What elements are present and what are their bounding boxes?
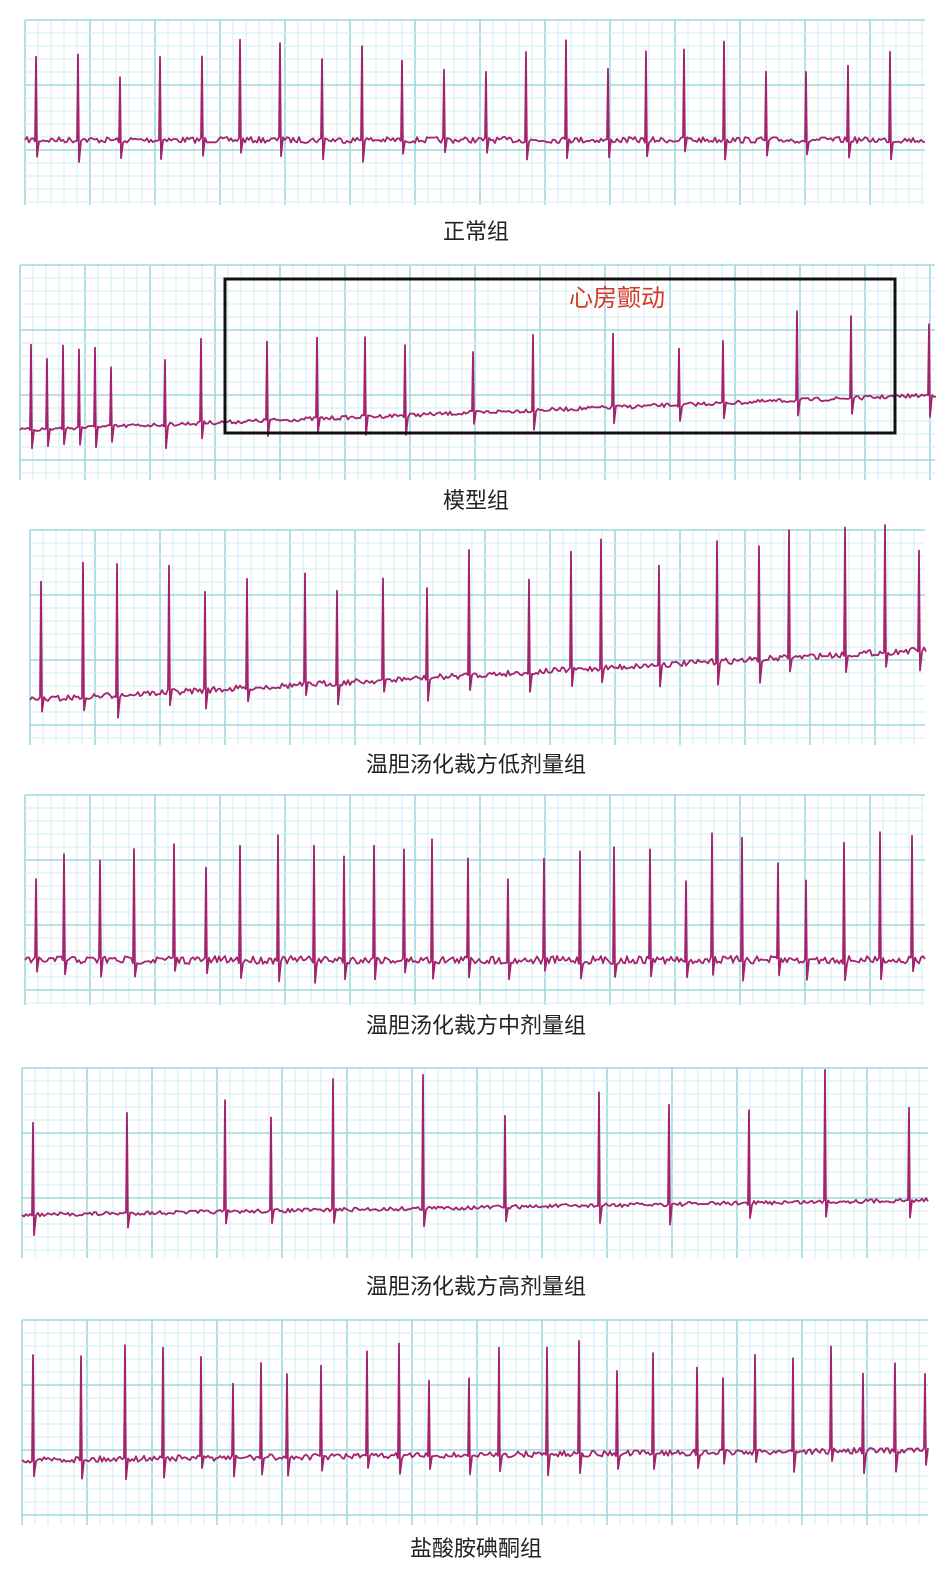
annotation: 心房颤动 <box>569 284 665 312</box>
panel-label: 正常组 <box>443 220 509 245</box>
ecg-trace <box>20 311 936 448</box>
panel-label: 模型组 <box>443 489 509 514</box>
ecg-trace <box>25 832 925 983</box>
ecg-trace <box>22 1341 928 1479</box>
panel-label: 温胆汤化裁方高剂量组 <box>366 1275 586 1300</box>
ecg-trace <box>22 1070 928 1235</box>
figure: 心房颤动 正常组 模型组 温胆汤化裁方低剂量组 温胆汤化裁方中剂量组 温胆汤化裁… <box>0 0 944 1574</box>
ecg-trace <box>25 40 925 162</box>
panel-label: 盐酸胺碘酮组 <box>410 1537 542 1562</box>
panel-label: 温胆汤化裁方低剂量组 <box>366 753 586 778</box>
panel-label: 温胆汤化裁方中剂量组 <box>366 1014 586 1039</box>
